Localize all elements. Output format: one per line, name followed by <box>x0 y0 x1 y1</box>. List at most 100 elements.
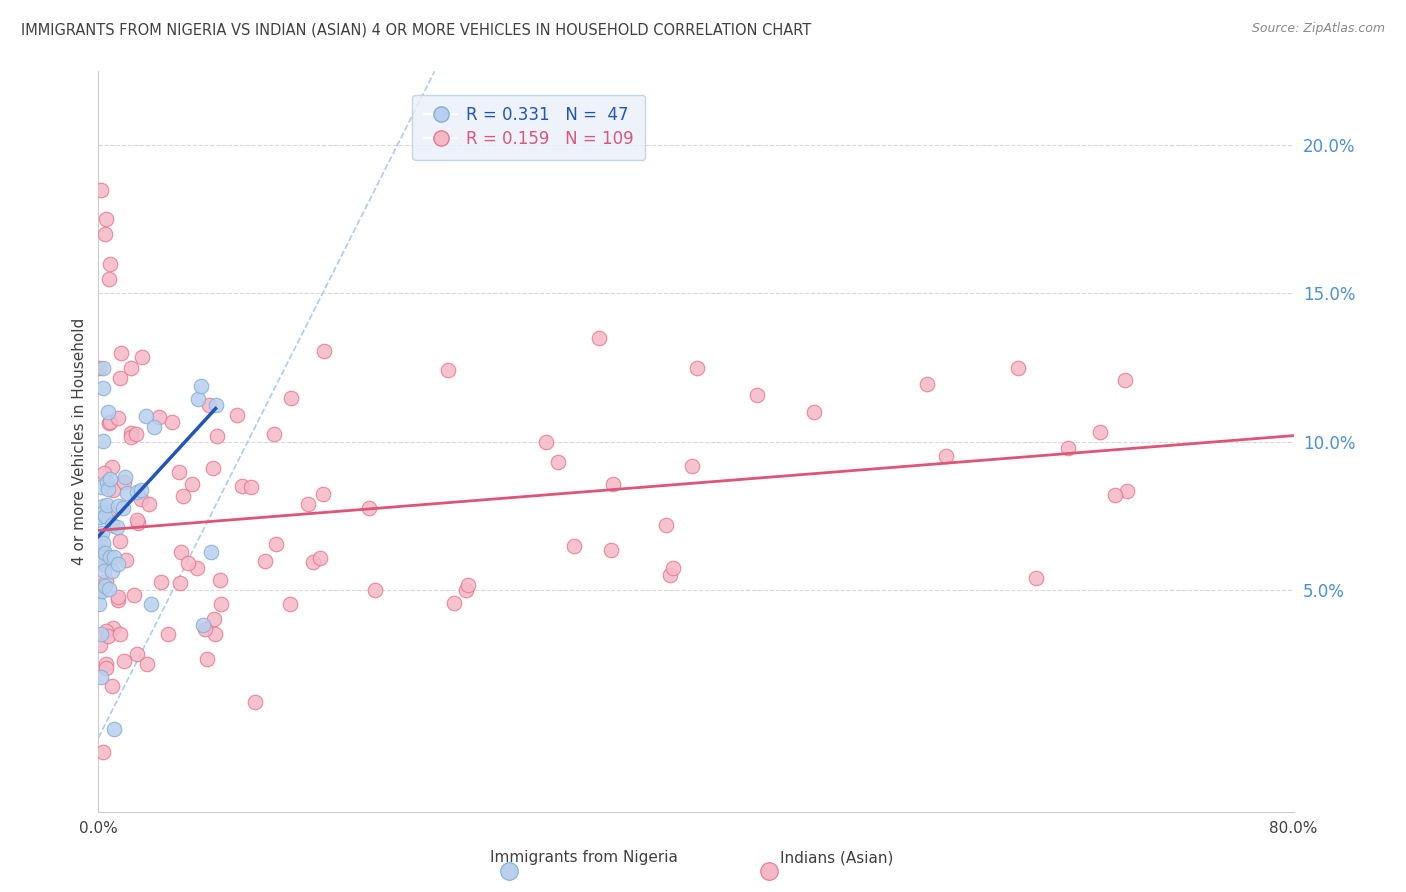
Point <box>803 405 825 419</box>
Point <box>97 271 120 285</box>
Point <box>87 361 110 376</box>
Point <box>98 416 121 430</box>
Point <box>661 561 683 575</box>
Point <box>125 426 148 441</box>
Point <box>98 415 121 429</box>
Point <box>167 466 190 480</box>
Point <box>654 518 676 533</box>
Point <box>120 360 142 375</box>
Point <box>231 478 253 492</box>
Point <box>1007 361 1029 376</box>
Point <box>120 425 142 440</box>
Text: Indians (Asian): Indians (Asian) <box>780 850 893 865</box>
Point <box>112 654 135 668</box>
Point <box>90 543 112 558</box>
Point <box>1104 488 1126 502</box>
Point <box>97 405 120 419</box>
Point <box>91 557 114 571</box>
Point <box>93 466 115 480</box>
Point <box>935 450 957 464</box>
Point <box>97 504 120 518</box>
Point <box>186 561 208 575</box>
Point <box>602 477 624 491</box>
Y-axis label: 4 or more Vehicles in Household: 4 or more Vehicles in Household <box>72 318 87 566</box>
Point <box>98 257 121 271</box>
Point <box>107 410 129 425</box>
Point <box>149 575 172 590</box>
Point <box>135 409 157 424</box>
Point <box>240 480 263 494</box>
Point <box>131 350 153 364</box>
Point <box>686 360 709 375</box>
Point <box>90 627 112 641</box>
Point <box>202 612 225 626</box>
Point <box>588 331 610 345</box>
Point <box>180 477 202 491</box>
Point <box>280 392 302 406</box>
Point <box>100 680 122 694</box>
Point <box>87 598 110 612</box>
Point <box>129 491 152 506</box>
Point <box>681 459 703 474</box>
Point <box>91 584 114 599</box>
Point <box>107 499 129 513</box>
Point <box>1114 373 1136 387</box>
Point <box>103 550 125 565</box>
Point <box>94 227 117 242</box>
Point <box>226 408 249 422</box>
Point <box>90 183 112 197</box>
Point <box>1057 442 1080 456</box>
Point <box>125 513 148 527</box>
Point <box>101 518 124 533</box>
Point <box>112 501 135 516</box>
Point <box>209 573 232 587</box>
Point <box>359 501 381 516</box>
Point <box>91 536 114 550</box>
Point <box>101 460 124 475</box>
Point <box>107 590 129 604</box>
Point <box>94 579 117 593</box>
Point <box>143 419 166 434</box>
Point <box>162 415 184 429</box>
Point <box>177 556 200 570</box>
Point <box>457 578 479 592</box>
Point <box>90 479 112 493</box>
Point <box>195 652 218 666</box>
Point <box>297 497 319 511</box>
Point <box>91 526 114 541</box>
Point <box>96 661 118 675</box>
Point <box>115 486 138 500</box>
Legend: R = 0.331   N =  47, R = 0.159   N = 109: R = 0.331 N = 47, R = 0.159 N = 109 <box>412 95 645 160</box>
Point <box>91 499 114 513</box>
Point <box>96 475 118 489</box>
Point <box>90 671 112 685</box>
Point <box>253 553 276 567</box>
Point <box>91 381 114 395</box>
Point <box>94 624 117 638</box>
Point <box>89 638 111 652</box>
Point <box>96 498 118 512</box>
Point <box>115 553 138 567</box>
Point <box>108 371 131 385</box>
Point <box>314 343 336 358</box>
Point <box>96 549 118 564</box>
Point <box>101 564 124 578</box>
Point <box>103 722 125 736</box>
Point <box>157 627 180 641</box>
Point <box>94 509 117 524</box>
Point <box>110 627 132 641</box>
Point <box>534 434 557 449</box>
Point <box>1025 571 1047 585</box>
Point <box>758 863 780 878</box>
Point <box>87 510 110 524</box>
Point <box>91 360 114 375</box>
Point <box>437 363 460 377</box>
Point <box>204 398 226 412</box>
Point <box>93 564 115 578</box>
Point <box>1088 425 1111 440</box>
Text: Source: ZipAtlas.com: Source: ZipAtlas.com <box>1251 22 1385 36</box>
Point <box>364 582 387 597</box>
Point <box>136 657 159 671</box>
Point <box>120 430 142 444</box>
Point <box>112 475 135 489</box>
